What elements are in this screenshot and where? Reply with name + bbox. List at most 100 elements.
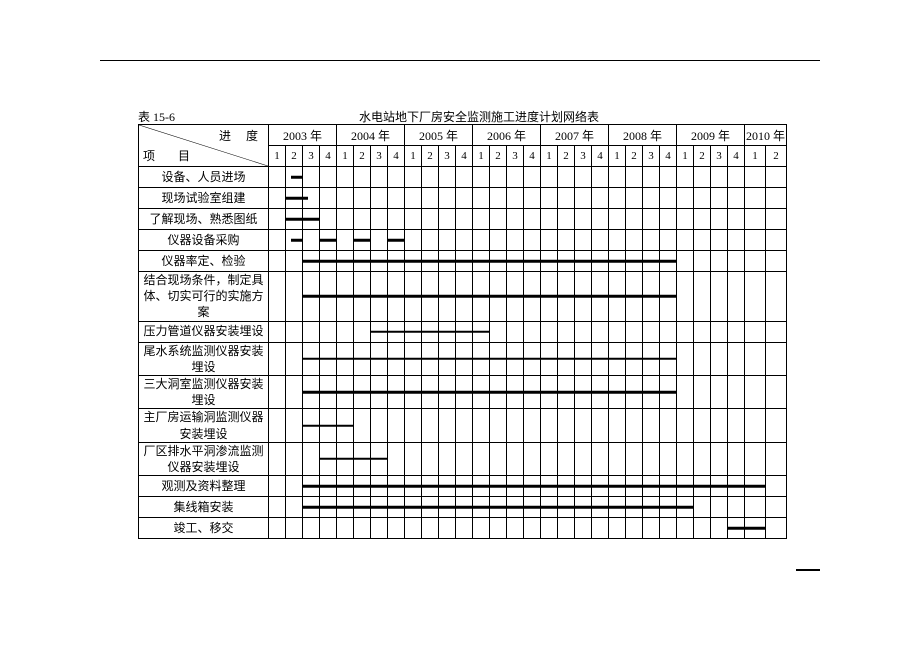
gantt-cell: [592, 518, 609, 539]
gantt-cell: [456, 409, 473, 442]
gantt-cell: [643, 188, 660, 209]
gantt-cell: [524, 251, 541, 272]
gantt-cell: [473, 476, 490, 497]
gantt-cell: [728, 409, 745, 442]
gantt-bar: [472, 391, 490, 394]
gantt-cell: [405, 375, 422, 408]
gantt-cell: [422, 209, 439, 230]
gantt-cell: [456, 342, 473, 375]
gantt-bar: [353, 295, 371, 298]
gantt-bar: [523, 358, 541, 361]
gantt-cell: [405, 342, 422, 375]
gantt-cell: [405, 321, 422, 342]
gantt-cell: [337, 209, 354, 230]
gantt-cell: [490, 251, 507, 272]
table-row: 了解现场、熟悉图纸: [139, 209, 787, 230]
gantt-bar: [676, 485, 694, 488]
gantt-cell: [371, 167, 388, 188]
quarter-header: 2: [422, 146, 439, 167]
gantt-cell: [660, 321, 677, 342]
year-header: 2008 年: [609, 125, 677, 146]
gantt-cell: [422, 442, 439, 475]
gantt-bar: [421, 506, 439, 509]
gantt-cell: [490, 230, 507, 251]
quarter-header: 1: [609, 146, 626, 167]
gantt-cell: [388, 272, 405, 322]
gantt-cell: [473, 188, 490, 209]
table-row: 厂区排水平洞渗流监测仪器安装埋设: [139, 442, 787, 475]
gantt-cell: [507, 230, 524, 251]
gantt-bar: [421, 391, 439, 394]
gantt-cell: [490, 188, 507, 209]
gantt-bar: [489, 506, 507, 509]
gantt-cell: [728, 321, 745, 342]
gantt-cell: [711, 167, 728, 188]
gantt-bar: [472, 485, 490, 488]
gantt-bar: [302, 391, 320, 394]
gantt-cell: [541, 518, 558, 539]
gantt-cell: [558, 442, 575, 475]
gantt-cell: [766, 342, 787, 375]
gantt-bar: [291, 176, 303, 179]
gantt-cell: [439, 167, 456, 188]
gantt-cell: [728, 375, 745, 408]
gantt-cell: [728, 272, 745, 322]
gantt-cell: [439, 518, 456, 539]
gantt-cell: [456, 476, 473, 497]
gantt-cell: [643, 409, 660, 442]
gantt-bar: [285, 197, 303, 200]
gantt-cell: [524, 230, 541, 251]
gantt-cell: [507, 209, 524, 230]
gantt-cell: [643, 442, 660, 475]
gantt-cell: [269, 209, 286, 230]
gantt-cell: [337, 188, 354, 209]
gantt-cell: [303, 272, 320, 322]
gantt-cell: [320, 442, 337, 475]
gantt-cell: [524, 476, 541, 497]
gantt-cell: [422, 518, 439, 539]
gantt-cell: [490, 167, 507, 188]
gantt-bar: [591, 485, 609, 488]
gantt-cell: [507, 321, 524, 342]
gantt-bar: [302, 424, 320, 427]
gantt-cell: [388, 342, 405, 375]
gantt-cell: [354, 272, 371, 322]
gantt-bar: [387, 295, 405, 298]
gantt-bar: [370, 260, 388, 263]
gantt-cell: [558, 167, 575, 188]
gantt-bar: [404, 260, 422, 263]
gantt-cell: [354, 230, 371, 251]
gantt-cell: [439, 342, 456, 375]
gantt-cell: [711, 409, 728, 442]
gantt-bar: [404, 295, 422, 298]
gantt-cell: [592, 230, 609, 251]
gantt-cell: [766, 409, 787, 442]
gantt-cell: [626, 167, 643, 188]
gantt-bar: [506, 485, 524, 488]
gantt-cell: [626, 209, 643, 230]
quarter-header: 3: [439, 146, 456, 167]
gantt-cell: [320, 375, 337, 408]
gantt-cell: [677, 375, 694, 408]
gantt-bar: [370, 485, 388, 488]
gantt-cell: [473, 518, 490, 539]
gantt-cell: [541, 375, 558, 408]
gantt-cell: [643, 321, 660, 342]
gantt-cell: [694, 518, 711, 539]
gantt-cell: [507, 375, 524, 408]
gantt-bar: [370, 458, 388, 461]
gantt-bar: [608, 358, 626, 361]
gantt-bar: [302, 260, 320, 263]
quarter-header: 4: [320, 146, 337, 167]
quarter-header: 3: [303, 146, 320, 167]
gantt-cell: [728, 230, 745, 251]
gantt-cell: [524, 209, 541, 230]
gantt-cell: [286, 230, 303, 251]
gantt-cell: [592, 342, 609, 375]
gantt-cell: [337, 518, 354, 539]
gantt-cell: [490, 442, 507, 475]
gantt-cell: [609, 251, 626, 272]
gantt-cell: [575, 321, 592, 342]
gantt-cell: [490, 342, 507, 375]
gantt-cell: [626, 342, 643, 375]
